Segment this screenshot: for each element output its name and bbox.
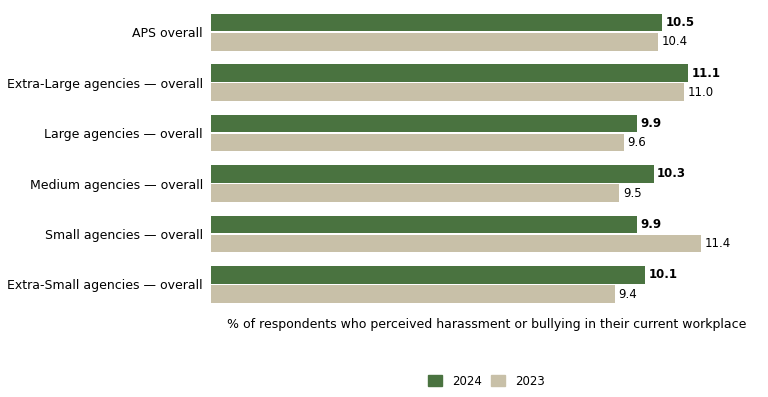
Text: 10.1: 10.1 — [648, 268, 677, 281]
Bar — [211, 14, 662, 31]
Text: 9.5: 9.5 — [623, 187, 641, 200]
Legend: 2024, 2023: 2024, 2023 — [423, 370, 549, 393]
Bar — [211, 64, 688, 82]
X-axis label: % of respondents who perceived harassment or bullying in their current workplace: % of respondents who perceived harassmen… — [227, 318, 746, 331]
Text: 9.9: 9.9 — [640, 218, 661, 231]
Bar — [211, 165, 654, 183]
Text: 9.9: 9.9 — [640, 117, 661, 130]
Bar — [211, 285, 615, 303]
Text: 9.6: 9.6 — [627, 136, 646, 149]
Bar — [211, 83, 684, 101]
Bar — [211, 184, 619, 202]
Bar — [211, 134, 624, 152]
Text: 9.4: 9.4 — [618, 287, 637, 301]
Bar — [211, 235, 701, 252]
Bar — [211, 216, 637, 233]
Text: 10.4: 10.4 — [661, 35, 687, 48]
Text: 11.0: 11.0 — [687, 86, 713, 99]
Text: 11.1: 11.1 — [691, 67, 720, 79]
Bar — [211, 115, 637, 132]
Text: 10.3: 10.3 — [657, 168, 686, 181]
Bar — [211, 33, 658, 50]
Bar — [211, 266, 645, 284]
Text: 11.4: 11.4 — [704, 237, 730, 250]
Text: 10.5: 10.5 — [666, 16, 695, 29]
